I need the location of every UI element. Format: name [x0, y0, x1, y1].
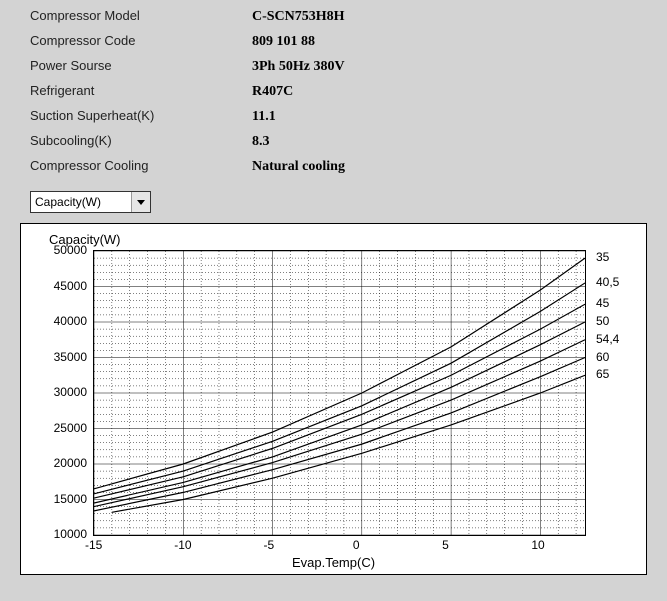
series-label: 54,4 — [596, 332, 619, 346]
y-tick-label: 10000 — [54, 527, 87, 541]
plot-area — [93, 250, 586, 536]
x-axis-label: Evap.Temp(C) — [292, 555, 375, 570]
y-tick-label: 20000 — [54, 456, 87, 470]
series-label: 60 — [596, 350, 609, 364]
spec-value: 809 101 88 — [252, 34, 315, 50]
x-tick-label: -5 — [264, 538, 275, 552]
y-tick-label: 45000 — [54, 279, 87, 293]
spec-table: Compressor ModelC-SCN753H8H Compressor C… — [0, 0, 667, 175]
spec-value: Natural cooling — [252, 159, 345, 175]
capacity-chart: Capacity(W) 1000015000200002500030000350… — [20, 223, 647, 575]
dropdown-value: Capacity(W) — [35, 195, 101, 209]
spec-label: Subcooling(K) — [30, 133, 252, 148]
spec-value: 3Ph 50Hz 380V — [252, 59, 345, 75]
y-tick-label: 35000 — [54, 350, 87, 364]
spec-label: Compressor Code — [30, 33, 252, 48]
series-label: 40,5 — [596, 275, 619, 289]
series-label: 45 — [596, 296, 609, 310]
y-tick-label: 15000 — [54, 492, 87, 506]
y-tick-label: 40000 — [54, 314, 87, 328]
chevron-down-icon — [131, 192, 150, 212]
spec-value: C-SCN753H8H — [252, 9, 345, 25]
spec-label: Compressor Cooling — [30, 158, 252, 173]
spec-label: Power Sourse — [30, 58, 252, 73]
x-tick-label: 10 — [531, 538, 544, 552]
x-tick-label: -10 — [174, 538, 191, 552]
spec-label: Refrigerant — [30, 83, 252, 98]
series-label: 65 — [596, 367, 609, 381]
x-tick-label: -15 — [85, 538, 102, 552]
series-label: 50 — [596, 314, 609, 328]
spec-label: Compressor Model — [30, 8, 252, 23]
series-label: 35 — [596, 250, 609, 264]
spec-value: 8.3 — [252, 134, 270, 150]
x-tick-label: 5 — [442, 538, 449, 552]
capacity-dropdown[interactable]: Capacity(W) — [30, 191, 151, 213]
y-tick-label: 50000 — [54, 243, 87, 257]
spec-value: 11.1 — [252, 109, 276, 125]
y-tick-label: 25000 — [54, 421, 87, 435]
y-tick-label: 30000 — [54, 385, 87, 399]
spec-value: R407C — [252, 84, 293, 100]
x-tick-label: 0 — [353, 538, 360, 552]
spec-label: Suction Superheat(K) — [30, 108, 252, 123]
